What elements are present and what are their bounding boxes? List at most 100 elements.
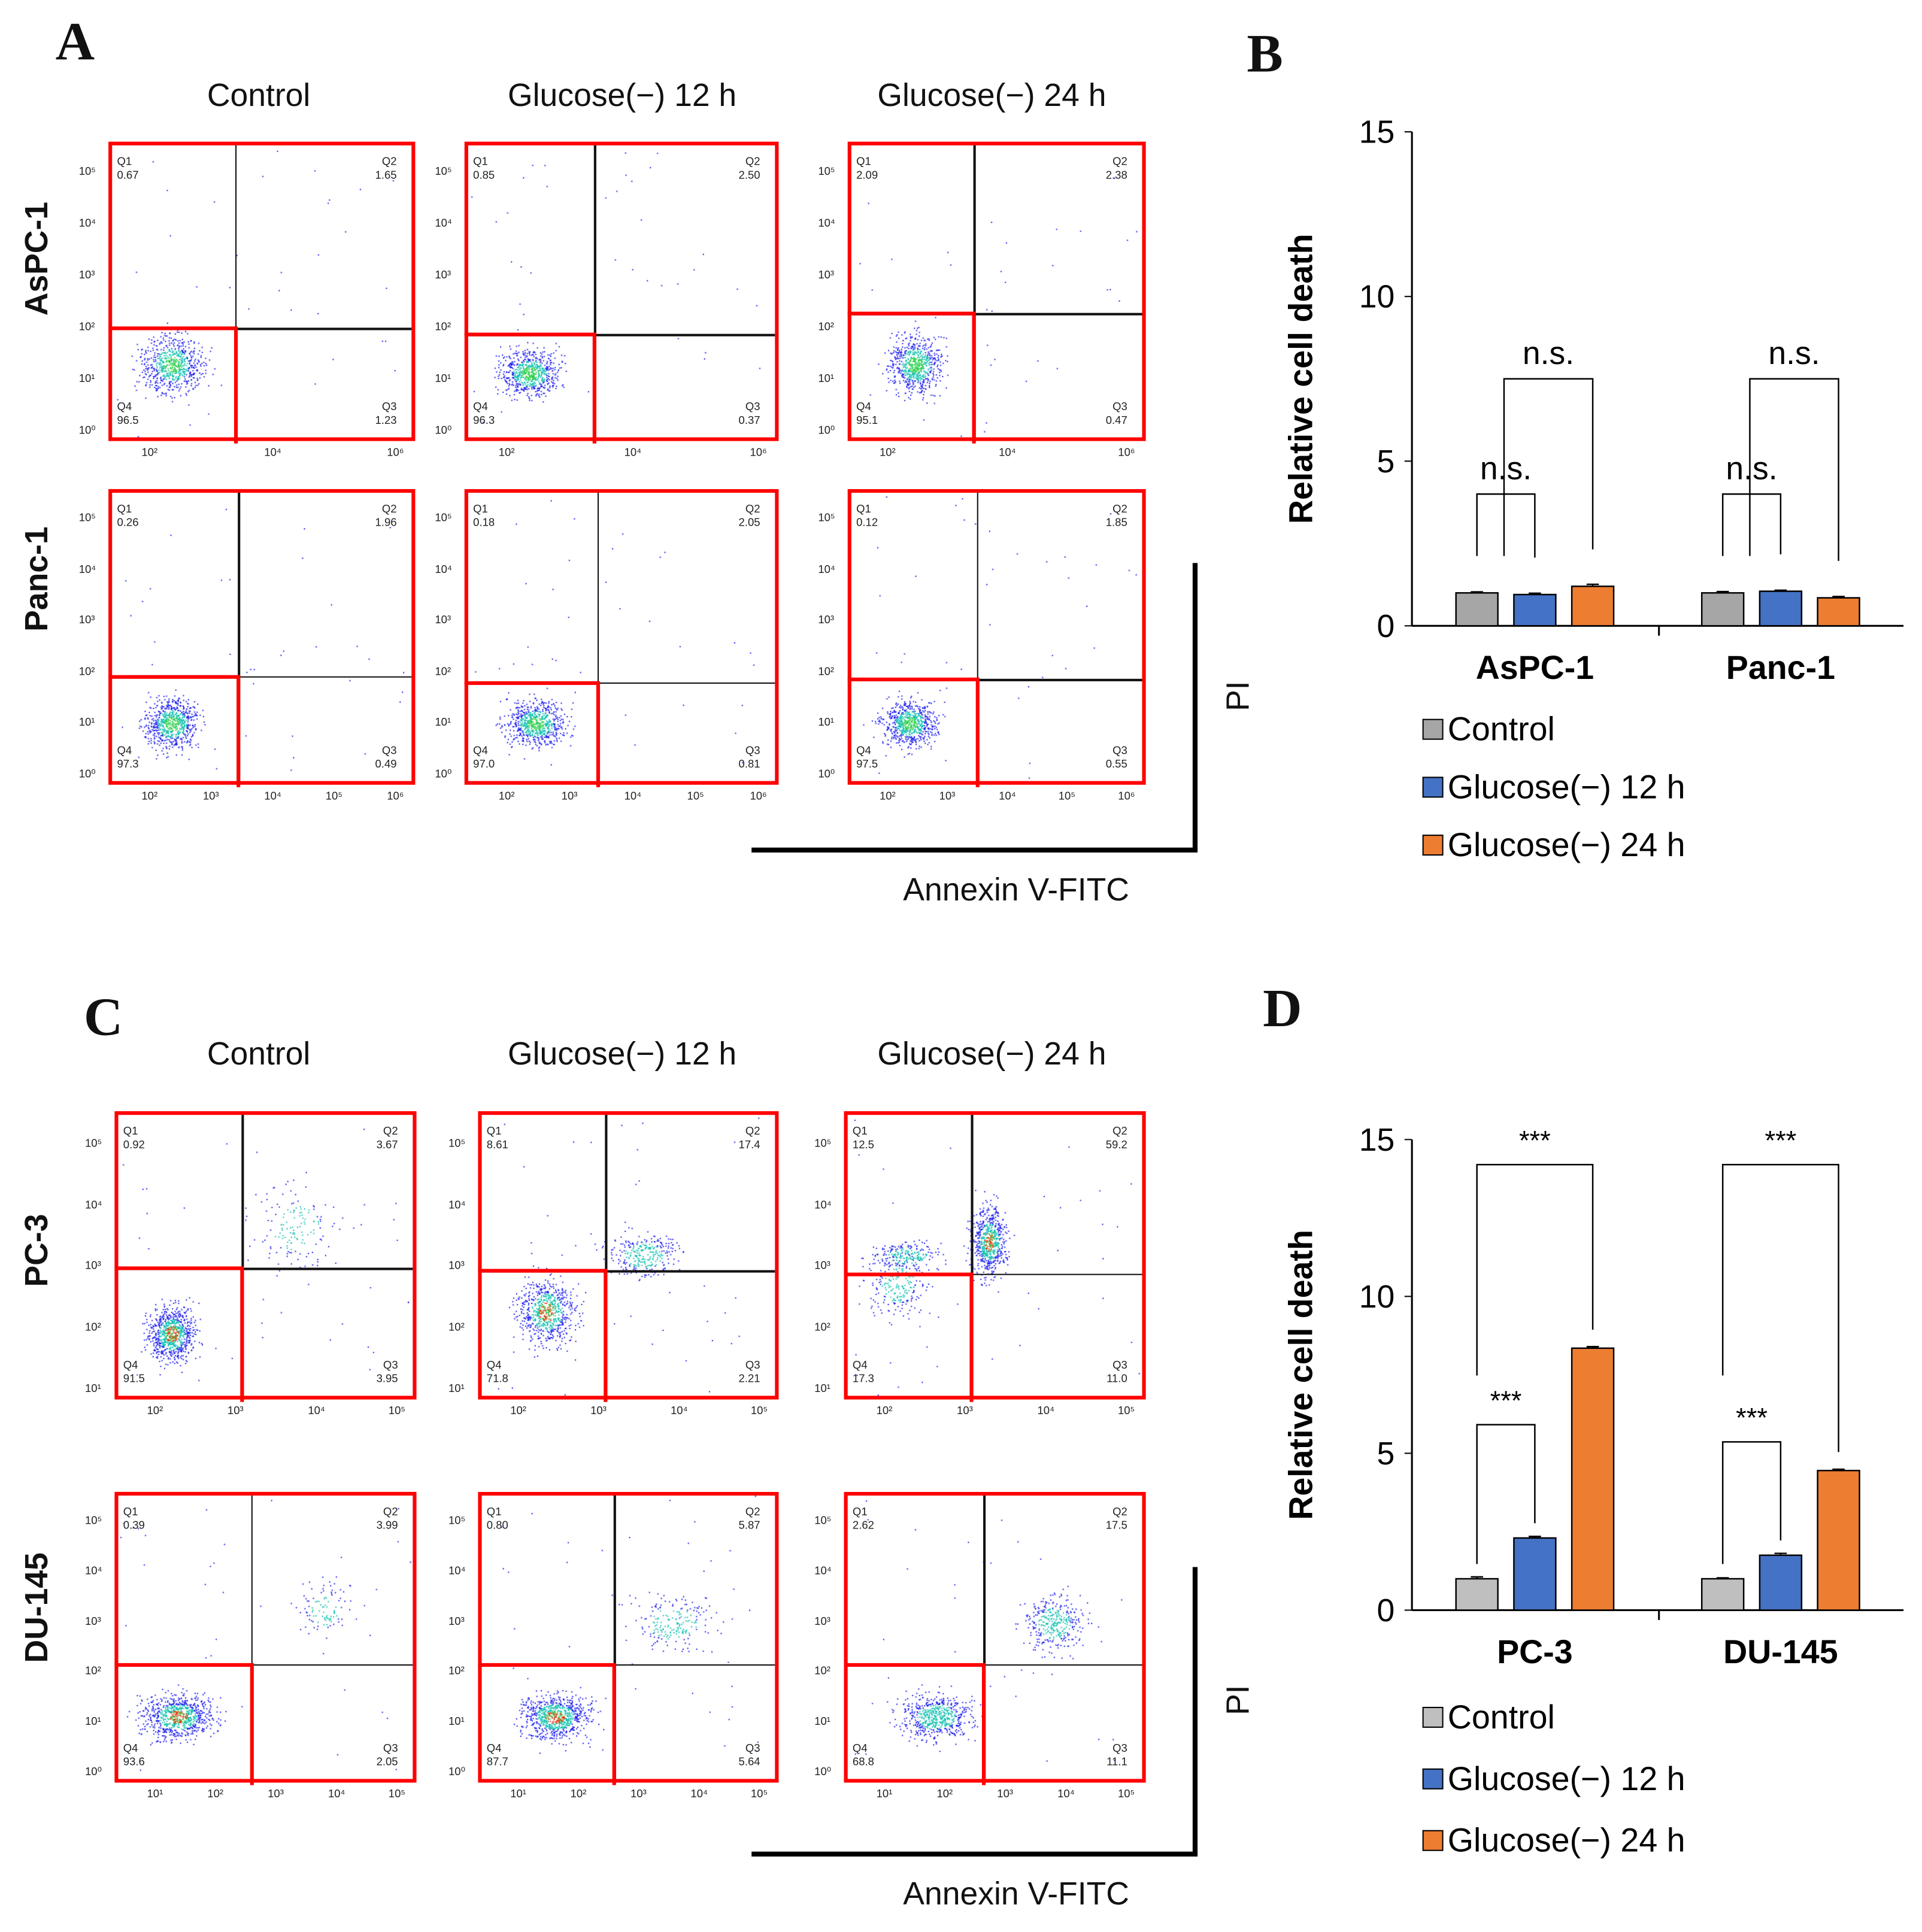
quadrant-label-q2: Q2 3.67: [377, 1125, 398, 1152]
legend-label: Glucose(−) 24 h: [1448, 826, 1685, 863]
quadrant-label-q4: Q4 95.1: [856, 401, 878, 427]
quadrant-percentage: 0.80: [486, 1519, 508, 1531]
pi-axis-line: [1192, 563, 1198, 850]
quadrant-percentage: 91.5: [123, 1372, 145, 1385]
q4-gate-right: [234, 326, 238, 444]
legend-swatch: [1422, 1706, 1444, 1728]
y-tick-label: 10²: [78, 320, 95, 333]
y-tick-label: 10¹: [435, 716, 451, 729]
y-axis-label: PI: [1219, 681, 1256, 711]
bar-glucose-24-h: [1817, 597, 1860, 627]
x-tick-label: 10⁴: [624, 445, 642, 459]
quadrant-name: Q2: [745, 155, 760, 168]
flow-cytometry-plot: Q1 2.09 Q2 2.38 Q3 0.47 Q4 95.1: [847, 141, 1146, 444]
significance-label: ***: [1736, 1403, 1768, 1433]
quadrant-name: Q4: [852, 1742, 868, 1755]
quadrant-name: Q4: [473, 400, 488, 413]
flow-cytometry-plot: Q1 8.61 Q2 17.4 Q3 2.21 Q4 71.8: [478, 1111, 779, 1402]
y-tick-label: 10: [1359, 280, 1395, 315]
x-tick-label: 10²: [570, 1787, 587, 1800]
scatter-dots: [112, 145, 412, 438]
quadrant-label-q4: Q4 91.5: [123, 1359, 145, 1386]
quadrant-percentage: 0.49: [375, 757, 397, 771]
y-tick-label: 10¹: [814, 1382, 830, 1395]
legend-label: Glucose(−) 24 h: [1448, 1822, 1685, 1859]
x-tick-label: 10⁵: [325, 789, 343, 802]
significance-bracket: [1721, 493, 1782, 556]
flow-cytometry-plot: Q1 0.92 Q2 3.67 Q3 3.95 Q4 91.5: [114, 1111, 417, 1402]
quadrant-percentage: 0.81: [738, 757, 760, 771]
gate-line-vertical: [593, 145, 596, 438]
legend-swatch: [1422, 718, 1444, 740]
legend-label: Control: [1448, 1699, 1555, 1736]
y-tick-label: 10⁵: [814, 1137, 832, 1150]
quadrant-name: Q2: [1112, 502, 1127, 515]
pi-axis-line: [1192, 1567, 1198, 1854]
panel-letter-d: D: [1263, 978, 1302, 1039]
quadrant-percentage: 0.18: [473, 516, 495, 529]
scatter-dots: [481, 1115, 775, 1396]
quadrant-name: Q2: [1112, 1124, 1127, 1138]
quadrant-label-q2: Q2 2.50: [739, 155, 760, 182]
quadrant-name: Q3: [1112, 744, 1127, 757]
y-tick-label: 10³: [435, 614, 451, 627]
quadrant-percentage: 8.61: [486, 1138, 508, 1151]
row-label: Panc-1: [17, 526, 55, 632]
x-tick-label: 10²: [936, 1787, 953, 1800]
quadrant-label-q3: Q3 0.55: [1106, 744, 1127, 771]
x-tick-label: 10⁵: [750, 1404, 768, 1417]
x-tick-label: 10⁴: [1037, 1404, 1055, 1417]
significance-label: n.s.: [1523, 336, 1574, 371]
quadrant-percentage: 0.85: [473, 168, 495, 181]
x-tick-label: 10²: [876, 1404, 893, 1417]
quadrant-label-q4: Q4 87.7: [487, 1742, 508, 1769]
y-tick-label: 5: [1377, 1436, 1395, 1472]
quadrant-name: Q4: [117, 400, 132, 413]
x-tick-label: 10⁶: [750, 789, 767, 802]
legend-swatch: [1422, 1768, 1444, 1790]
y-tick-label: 10⁰: [435, 767, 452, 780]
q4-gate-top: [114, 1266, 242, 1270]
y-tick-label: 10⁰: [84, 1765, 102, 1778]
quadrant-name: Q2: [745, 1505, 760, 1518]
y-tick-label: 10⁵: [84, 1137, 102, 1150]
q4-gate-right: [975, 678, 980, 787]
x-tick-label: 10³: [939, 789, 956, 802]
quadrant-percentage: 97.0: [473, 757, 495, 771]
x-tick-label: 10⁴: [308, 1404, 325, 1417]
quadrant-percentage: 68.8: [852, 1755, 875, 1768]
x-tick-label: 10⁵: [750, 1787, 768, 1800]
quadrant-name: Q1: [856, 502, 871, 515]
quadrant-name: Q2: [381, 502, 397, 515]
flow-cytometry-plot: Q1 0.67 Q2 1.65 Q3 1.23 Q4 96.5: [108, 141, 416, 444]
panel-letter-a: A: [55, 11, 95, 72]
y-tick-label: 10⁴: [448, 1564, 466, 1577]
gate-line-vertical: [614, 1496, 616, 1779]
quadrant-percentage: 96.5: [117, 414, 139, 426]
column-header: Glucose(−) 24 h: [877, 1035, 1106, 1072]
flow-cytometry-plot: Q1 2.62 Q2 17.5 Q3 11.1 Q4 68.8: [844, 1491, 1146, 1785]
quadrant-percentage: 2.09: [856, 168, 878, 181]
scatter-dots: [847, 1115, 1142, 1396]
y-axis-label: Relative cell death: [1282, 1230, 1319, 1520]
quadrant-label-q4: Q4 96.3: [473, 401, 495, 427]
column-header: Glucose(−) 24 h: [877, 76, 1106, 114]
y-tick-label: 10⁵: [435, 511, 452, 524]
gate-line-horizontal: [112, 676, 412, 678]
gate-line-vertical: [605, 1115, 607, 1396]
category-label: Panc-1: [1726, 649, 1835, 686]
y-tick-label: 10³: [84, 1615, 101, 1627]
y-tick-label: 10³: [814, 1259, 830, 1272]
quadrant-name: Q1: [473, 155, 488, 168]
quadrant-name: Q2: [381, 155, 397, 168]
bar-glucose-12-h: [1759, 1554, 1803, 1611]
gate-line-vertical: [597, 493, 599, 781]
y-tick-label: 10³: [818, 614, 835, 627]
quadrant-percentage: 17.3: [852, 1372, 875, 1385]
y-tick-label: 10⁵: [78, 164, 96, 177]
quadrant-name: Q3: [381, 400, 397, 413]
significance-bracket: [1721, 1164, 1839, 1452]
scatter-dots: [847, 1496, 1142, 1779]
quadrant-label-q2: Q2 59.2: [1106, 1125, 1127, 1152]
gate-line-horizontal: [112, 327, 412, 330]
